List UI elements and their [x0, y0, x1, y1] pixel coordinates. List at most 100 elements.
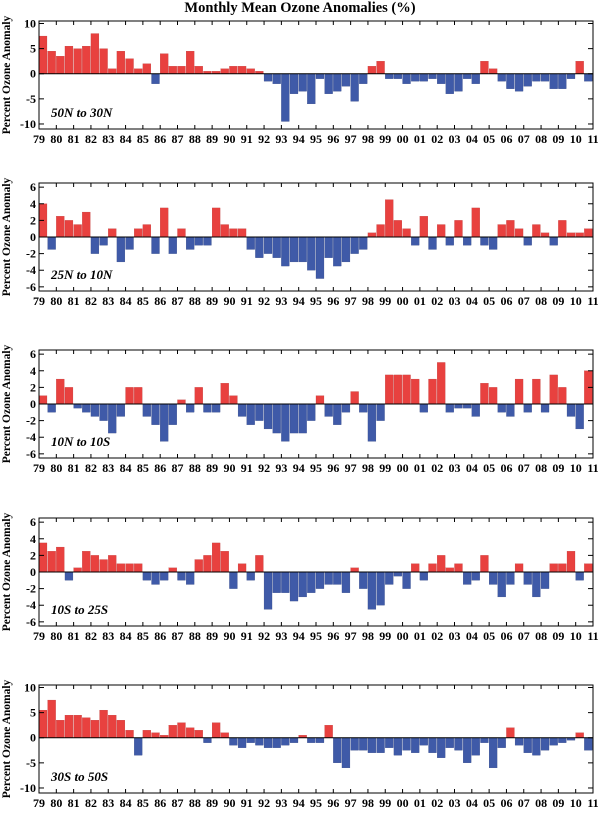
bar-positive	[99, 709, 108, 738]
bar-positive	[229, 395, 238, 405]
y-tick-label: -5	[26, 756, 36, 770]
x-tick-label: 92	[258, 796, 270, 810]
x-tick-label: 81	[68, 294, 80, 308]
bar-negative	[367, 403, 377, 442]
x-tick-label: 97	[345, 294, 357, 308]
x-tick-label: 92	[258, 294, 270, 308]
y-tick-label: 6	[30, 515, 36, 529]
bar-negative	[463, 737, 472, 763]
bar-negative	[497, 737, 506, 748]
y-tick-label: 4	[30, 197, 36, 211]
bar-negative	[281, 571, 290, 593]
bar-positive	[108, 715, 117, 738]
bar-negative	[437, 737, 446, 758]
x-tick-label: 93	[275, 461, 287, 475]
bar-negative	[168, 236, 177, 254]
bar-positive	[411, 563, 420, 573]
y-tick-label: -6	[26, 280, 36, 294]
bar-negative	[281, 236, 290, 267]
x-tick-label: 83	[102, 796, 114, 810]
x-tick-label: 90	[223, 629, 235, 643]
bar-negative	[393, 73, 402, 79]
bar-negative	[203, 403, 212, 413]
bar-positive	[38, 542, 48, 573]
bar-negative	[229, 737, 238, 746]
bar-positive	[385, 199, 394, 238]
bar-negative	[116, 236, 125, 263]
x-tick-label: 91	[241, 629, 253, 643]
bar-negative	[411, 236, 420, 246]
bar-positive	[376, 61, 385, 74]
x-tick-label: 79	[33, 629, 45, 643]
bar-negative	[514, 737, 524, 746]
x-tick-label: 11	[587, 796, 598, 810]
bar-negative	[272, 571, 281, 593]
bar-positive	[134, 387, 143, 405]
x-tick-label: 00	[397, 629, 409, 643]
bar-negative	[445, 403, 454, 413]
x-tick-label: 02	[431, 461, 443, 475]
x-tick-label: 00	[397, 796, 409, 810]
x-tick-label: 04	[466, 629, 478, 643]
bar-negative	[385, 73, 394, 79]
x-tick-label: 06	[500, 294, 512, 308]
bar-positive	[142, 224, 151, 238]
bar-negative	[428, 236, 437, 250]
bar-negative	[566, 403, 576, 417]
bar-positive	[237, 563, 247, 573]
bar-positive	[566, 551, 576, 573]
x-tick-label: 97	[345, 796, 357, 810]
page-title: Monthly Mean Ozone Anomalies (%)	[184, 0, 416, 16]
y-tick-label: 10	[24, 681, 36, 695]
bar-negative	[402, 571, 411, 589]
bar-negative	[125, 236, 134, 250]
bar-positive	[575, 232, 584, 238]
bar-positive	[229, 66, 238, 74]
bar-positive	[532, 224, 541, 238]
bar-positive	[168, 567, 177, 573]
x-tick-label: 05	[483, 796, 495, 810]
bar-positive	[186, 727, 195, 738]
x-tick-label: 93	[275, 629, 287, 643]
bar-positive	[194, 66, 203, 74]
x-tick-label: 96	[327, 132, 339, 146]
x-tick-label: 98	[362, 461, 374, 475]
x-tick-label: 89	[206, 629, 218, 643]
x-tick-label: 89	[206, 132, 218, 146]
x-tick-label: 80	[50, 132, 62, 146]
x-tick-label: 89	[206, 796, 218, 810]
x-tick-label: 02	[431, 294, 443, 308]
y-tick-label: -4	[26, 430, 36, 444]
bar-negative	[289, 236, 299, 263]
bar-negative	[168, 403, 177, 425]
bar-positive	[134, 563, 143, 573]
bar-positive	[194, 559, 203, 573]
bar-positive	[437, 555, 446, 573]
bar-negative	[289, 73, 299, 94]
y-tick-label: -5	[26, 92, 36, 106]
bar-negative	[134, 737, 143, 756]
x-tick-label: 88	[189, 796, 201, 810]
panel-30s-50s: -10 -5 0 5 10 79 80 81 82 83 84 85 86 87 88 89 90 91 92 93 9…	[0, 678, 600, 820]
x-tick-label: 81	[68, 461, 80, 475]
x-tick-label: 81	[68, 796, 80, 810]
bar-positive	[73, 48, 82, 74]
x-tick-label: 08	[535, 461, 547, 475]
bar-negative	[411, 73, 420, 82]
bar-negative	[523, 737, 532, 753]
x-tick-label: 84	[120, 132, 132, 146]
bar-negative	[307, 236, 316, 271]
bar-negative	[350, 737, 359, 751]
bar-negative	[246, 403, 255, 425]
bar-positive	[514, 228, 524, 238]
region-label: 50N to 30N	[51, 105, 113, 120]
x-tick-label: 85	[137, 629, 149, 643]
x-tick-label: 95	[310, 461, 322, 475]
bar-negative	[289, 403, 299, 434]
bar-positive	[385, 374, 394, 405]
bar-negative	[142, 403, 151, 417]
x-tick-label: 85	[137, 461, 149, 475]
bar-negative	[298, 236, 307, 263]
bar-negative	[489, 737, 498, 769]
